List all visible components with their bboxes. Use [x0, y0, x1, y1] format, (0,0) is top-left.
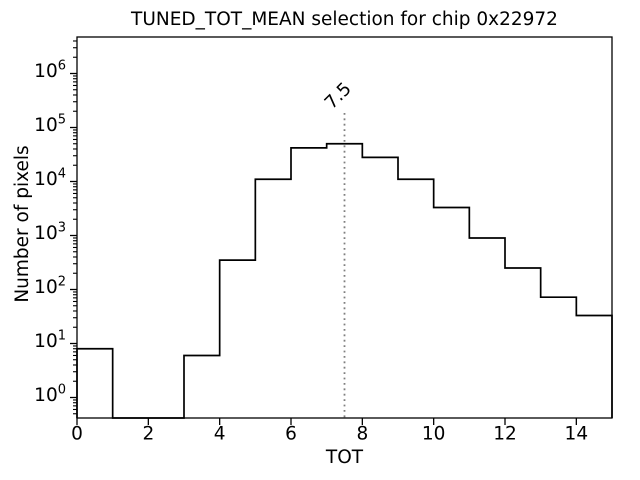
y-tick-label: 103: [34, 221, 66, 245]
x-tick-label: 14: [565, 424, 589, 445]
plot-title: TUNED_TOT_MEAN selection for chip 0x2297…: [130, 9, 558, 30]
x-tick-label: 2: [142, 424, 154, 445]
x-tick-label: 4: [214, 424, 226, 445]
plot-spines: [76, 36, 613, 419]
y-tick-label: 100: [34, 383, 66, 407]
x-tick-label: 12: [493, 424, 517, 445]
x-tick-label: 8: [356, 424, 368, 445]
x-tick-label: 6: [285, 424, 297, 445]
y-axis-label: Number of pixels: [12, 145, 33, 302]
axis-major-ticks: 100 101 102 103 104 105 106 0 2 4 6 8 10 12 14: [34, 59, 588, 445]
x-axis-label: TOT: [325, 447, 364, 468]
y-tick-label: 101: [34, 329, 66, 353]
x-tick-label: 0: [71, 424, 83, 445]
y-tick-label: 102: [34, 275, 66, 299]
y-tick-label: 106: [34, 59, 66, 83]
x-tick-label: 10: [422, 424, 446, 445]
y-tick-label: 104: [34, 167, 66, 191]
y-tick-label: 105: [34, 113, 66, 137]
